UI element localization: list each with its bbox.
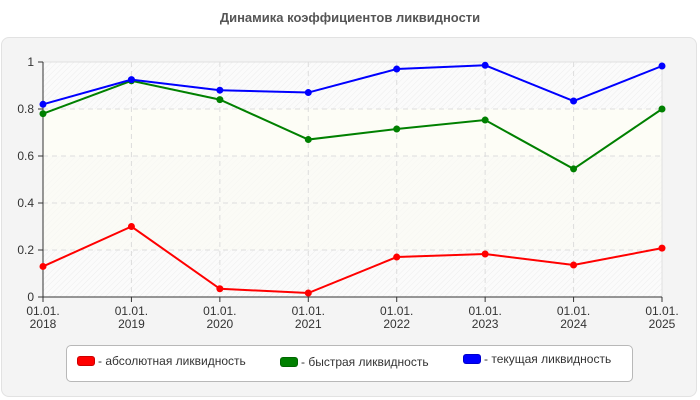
data-point[interactable] xyxy=(570,261,578,269)
plot-area xyxy=(43,61,663,297)
data-point[interactable] xyxy=(127,223,135,230)
x-tick-label: 01.01. xyxy=(115,304,148,318)
y-tick-label: 0.8 xyxy=(17,102,34,116)
x-tick-label: 01.01. xyxy=(468,304,501,318)
x-tick-label: 01.01. xyxy=(557,304,590,318)
x-tick-label: 2022 xyxy=(383,317,410,331)
legend-item-current[interactable]: - текущая ликвидность xyxy=(463,352,611,366)
x-tick-label: 01.01. xyxy=(26,304,59,318)
x-tick-label: 2021 xyxy=(295,317,322,331)
data-point[interactable] xyxy=(481,61,489,69)
series-line xyxy=(42,64,663,106)
data-point[interactable] xyxy=(304,289,312,297)
data-point[interactable] xyxy=(39,100,47,108)
data-point[interactable] xyxy=(570,97,578,105)
legend-swatch-green xyxy=(280,357,298,367)
legend: - абсолютная ликвидность - быстрая ликви… xyxy=(66,345,633,382)
data-point[interactable] xyxy=(216,86,224,94)
series-line xyxy=(42,79,663,171)
legend-swatch-red xyxy=(77,356,95,366)
x-tick-label: 01.01. xyxy=(292,304,325,318)
data-point[interactable] xyxy=(393,125,401,133)
data-point[interactable] xyxy=(216,285,224,293)
x-tick-label: 2020 xyxy=(207,317,234,331)
data-point[interactable] xyxy=(39,110,47,118)
x-tick-label: 2024 xyxy=(560,317,587,331)
data-point[interactable] xyxy=(393,65,401,73)
series-line xyxy=(42,225,663,295)
x-tick-label: 01.01. xyxy=(645,304,678,318)
y-tick-label: 0 xyxy=(27,290,34,304)
data-point[interactable] xyxy=(393,253,401,261)
legend-label: - текущая ликвидность xyxy=(484,352,612,366)
legend-swatch-blue xyxy=(463,354,481,364)
legend-label: - быстрая ликвидность xyxy=(301,355,429,369)
y-tick-label: 0.6 xyxy=(17,149,34,163)
x-tick-label: 2019 xyxy=(118,317,145,331)
data-point[interactable] xyxy=(658,105,666,113)
data-point[interactable] xyxy=(658,244,666,252)
x-tick-label: 2023 xyxy=(472,317,499,331)
legend-label: - абсолютная ликвидность xyxy=(98,354,246,368)
chart-title: Динамика коэффициентов ликвидности xyxy=(219,10,481,25)
data-point[interactable] xyxy=(216,96,224,104)
series-lines xyxy=(39,61,666,297)
x-tick-label: 2018 xyxy=(30,317,57,331)
data-point[interactable] xyxy=(570,165,578,173)
x-tick-label: 2025 xyxy=(649,317,676,331)
legend-item-absolute[interactable]: - абсолютная ликвидность xyxy=(77,354,246,368)
data-point[interactable] xyxy=(481,250,489,258)
data-point[interactable] xyxy=(304,89,312,97)
data-point[interactable] xyxy=(39,262,47,270)
data-point[interactable] xyxy=(127,76,135,84)
data-point[interactable] xyxy=(658,62,666,70)
y-tick-label: 0.4 xyxy=(17,196,34,210)
y-tick-label: 0.2 xyxy=(17,243,34,257)
x-tick-label: 01.01. xyxy=(380,304,413,318)
data-point[interactable] xyxy=(304,136,312,144)
data-point[interactable] xyxy=(481,116,489,124)
y-tick-label: 1 xyxy=(27,55,34,69)
legend-item-quick[interactable]: - быстрая ликвидность xyxy=(280,355,429,369)
x-tick-label: 01.01. xyxy=(203,304,236,318)
